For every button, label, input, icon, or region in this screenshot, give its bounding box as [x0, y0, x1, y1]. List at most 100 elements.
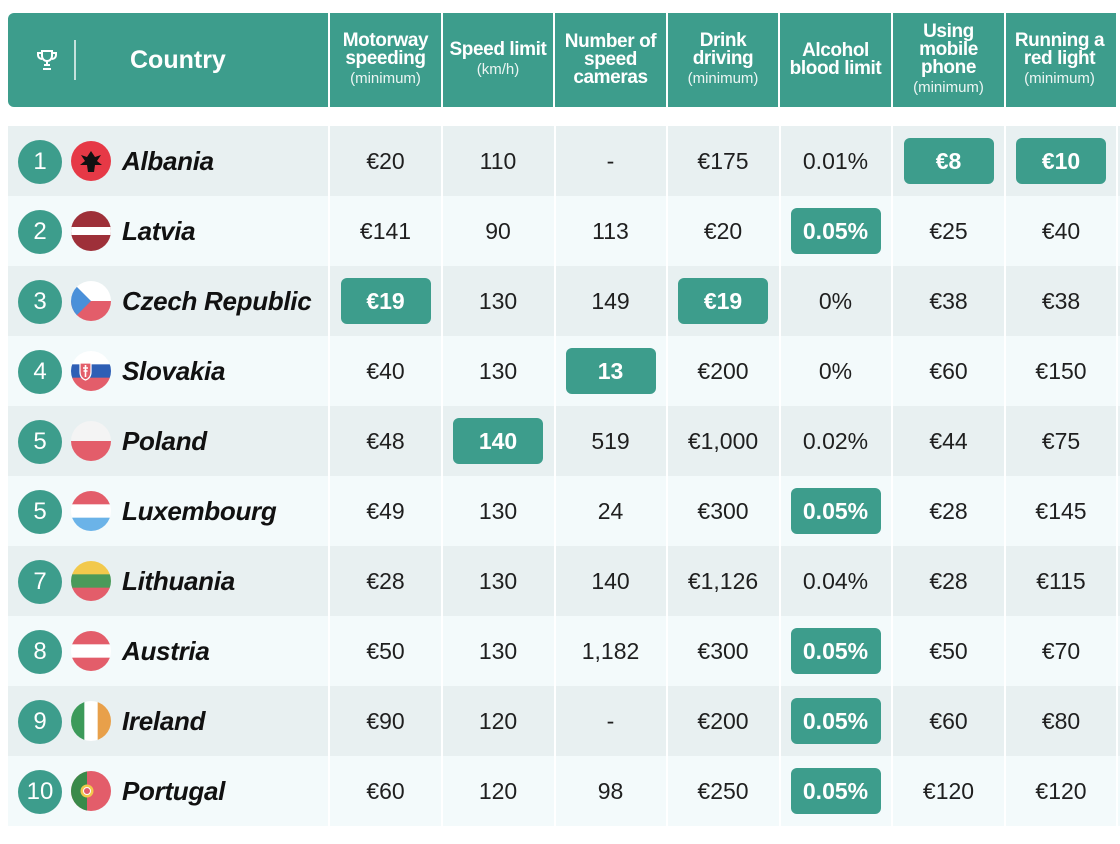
header-divider — [74, 40, 76, 80]
value-text: €150 — [1035, 357, 1087, 384]
table-row: 9 Ireland €90 120 - €200 0.05% €60 €80 — [8, 686, 1120, 756]
column-separator — [779, 616, 781, 686]
column-separator — [891, 476, 893, 546]
value-cell: €8 — [893, 126, 1004, 196]
value-text: 24 — [597, 497, 624, 524]
column-separator — [891, 126, 893, 196]
column-separator — [891, 406, 893, 476]
column-separator — [328, 196, 330, 266]
value-cell: €90 — [330, 686, 441, 756]
latvia-flag-icon — [71, 211, 111, 251]
table-row: 3 Czech Republic €19 130 149 €19 0% €38 €38 — [8, 266, 1120, 336]
value-text: 90 — [485, 217, 511, 244]
value-text: €300 — [697, 497, 749, 524]
value-text: €300 — [697, 637, 749, 664]
column-separator — [554, 126, 556, 196]
column-separator — [779, 546, 781, 616]
column-separator — [779, 686, 781, 756]
value-cell: €49 — [330, 476, 441, 546]
value-text: €120 — [1035, 777, 1087, 804]
value-cell: €25 — [893, 196, 1004, 266]
value-text: 110 — [479, 147, 517, 174]
luxembourg-flag-icon — [71, 491, 111, 531]
column-separator — [554, 336, 556, 406]
column-separator — [1004, 126, 1006, 196]
value-cell: €75 — [1006, 406, 1116, 476]
column-separator — [666, 406, 668, 476]
header-column-subtitle: (minimum) — [913, 78, 984, 96]
value-text: 1,182 — [581, 637, 640, 664]
column-separator — [666, 756, 668, 826]
table-row: 4 Slovakia €40 130 13 €200 0% €60 €150 — [8, 336, 1120, 406]
column-separator — [554, 756, 556, 826]
value-cell: 140 — [555, 546, 666, 616]
column-separator — [554, 616, 556, 686]
column-separator — [666, 476, 668, 546]
column-separator — [666, 126, 668, 196]
value-text: €48 — [366, 427, 405, 454]
value-cell: 1,182 — [555, 616, 666, 686]
value-text: €1,126 — [687, 567, 759, 594]
column-separator — [441, 336, 443, 406]
value-cell: €50 — [893, 616, 1004, 686]
value-text: 120 — [478, 707, 518, 734]
value-cell: €120 — [893, 756, 1004, 826]
rank-badge: 1 — [18, 140, 62, 184]
lowest-value-highlight: €8 — [903, 138, 994, 184]
value-cell: 120 — [443, 686, 553, 756]
value-text: €115 — [1036, 567, 1086, 594]
value-text: 0% — [818, 357, 853, 384]
value-cell: €300 — [668, 616, 778, 686]
rank-badge: 5 — [18, 420, 62, 464]
column-separator — [441, 616, 443, 686]
value-text: €200 — [697, 707, 749, 734]
value-cell: €141 — [330, 196, 441, 266]
column-separator — [554, 686, 556, 756]
albania-flag-icon — [71, 141, 111, 181]
value-cell: 24 — [555, 476, 666, 546]
column-separator — [328, 616, 330, 686]
value-cell: €60 — [893, 686, 1004, 756]
value-cell: 130 — [443, 616, 553, 686]
rank-badge: 2 — [18, 210, 62, 254]
value-text: €40 — [1041, 217, 1081, 244]
column-separator — [666, 686, 668, 756]
column-separator — [441, 266, 443, 336]
value-text: €200 — [697, 357, 749, 384]
value-cell: 113 — [555, 196, 666, 266]
value-text: €60 — [929, 357, 968, 384]
column-separator — [666, 196, 668, 266]
column-separator — [1116, 196, 1118, 266]
lowest-value-highlight: 0.05% — [790, 768, 881, 814]
value-cell: €28 — [330, 546, 441, 616]
value-text: 149 — [591, 287, 630, 314]
column-separator — [779, 406, 781, 476]
lowest-value-highlight: 0.05% — [790, 698, 881, 744]
value-cell: €60 — [330, 756, 441, 826]
header-column-subtitle: (minimum) — [687, 69, 759, 87]
portugal-flag-icon — [71, 771, 111, 811]
value-cell: 13 — [555, 336, 666, 406]
value-text: 140 — [591, 567, 630, 594]
trophy-icon — [34, 47, 60, 73]
value-cell: €50 — [330, 616, 441, 686]
rank-badge: 10 — [18, 770, 62, 814]
column-separator — [891, 196, 893, 266]
column-separator — [328, 756, 330, 826]
value-cell: €200 — [668, 336, 778, 406]
header-column-title: Speed limit — [449, 38, 547, 60]
table-header: Country Motorway speeding (minimum) Speed … — [0, 13, 1120, 107]
column-separator — [1004, 406, 1006, 476]
rank-badge: 9 — [18, 700, 62, 744]
lowest-value-highlight: 140 — [453, 418, 543, 464]
header-column-subtitle: (minimum) — [350, 69, 421, 87]
value-cell: 130 — [443, 266, 553, 336]
column-separator — [779, 266, 781, 336]
table-row: 7 Lithuania €28 130 140 €1,126 0.04% €28 €115 — [8, 546, 1120, 616]
table-row: 2 Latvia €141 90 113 €20 0.05% €25 €40 — [8, 196, 1120, 266]
country-name: Portugal — [122, 775, 226, 806]
value-text: 130 — [478, 287, 518, 314]
column-separator — [441, 196, 443, 266]
column-separator — [1004, 336, 1006, 406]
column-separator — [1004, 196, 1006, 266]
